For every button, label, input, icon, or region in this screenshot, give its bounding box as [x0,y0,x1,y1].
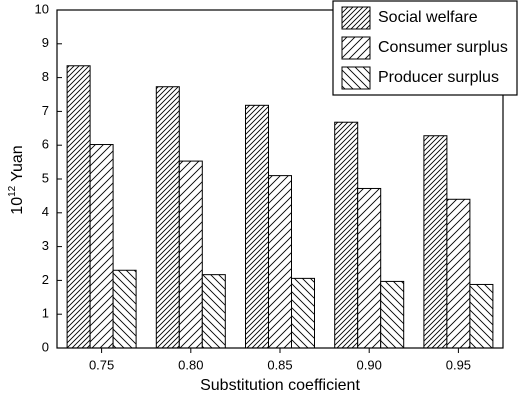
bar [112,269,137,349]
legend-swatch [341,6,371,30]
y-tick-label: 0 [42,339,49,354]
legend-label: Consumer surplus [378,39,508,56]
x-tick-label: 0.90 [357,357,382,372]
plot-frame [56,9,504,349]
bar [178,160,203,349]
y-label-unit: Yuan [9,145,26,181]
bar [66,65,91,349]
y-tick-label: 1 [42,306,49,321]
bar [245,104,269,349]
y-tick-label: 5 [42,170,49,185]
bar [380,280,405,349]
y-tick-label: 3 [42,238,49,253]
bar [357,187,382,349]
legend-label: Producer surplus [378,69,499,86]
y-tick-label: 10 [35,1,49,16]
legend-swatch [341,36,371,60]
bar [155,86,180,349]
bar [268,175,292,349]
bar [469,283,494,349]
bar [89,144,114,349]
y-label-exponent: 12 [7,185,18,197]
x-tick-label: 0.75 [89,357,114,372]
y-tick-label: 2 [42,272,49,287]
legend-swatch [341,66,371,90]
bar [201,274,226,349]
y-tick-label: 8 [42,69,49,84]
y-tick-label: 9 [42,35,49,50]
x-axis-label: Substitution coefficient [200,377,360,394]
y-tick-label: 6 [42,137,49,152]
bar [291,277,315,349]
bar [334,121,359,349]
x-tick-label: 0.80 [178,357,203,372]
x-tick-label: 0.85 [267,357,292,372]
y-tick-label: 4 [42,204,49,219]
y-tick-label: 7 [42,103,49,118]
x-tick-label: 0.95 [446,357,471,372]
y-label-base: 10 [9,197,26,215]
legend-label: Social welfare [378,9,478,26]
bar [423,135,448,349]
y-axis-label: 1012 Yuan [7,145,27,214]
bar [446,198,471,349]
